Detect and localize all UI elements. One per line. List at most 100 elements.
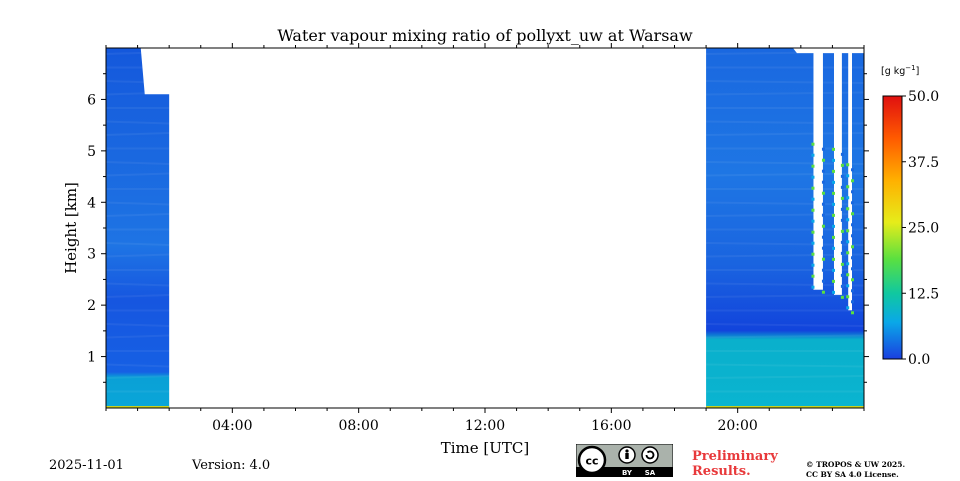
y-tick-label: 3 <box>87 247 96 263</box>
texture-line <box>706 363 865 368</box>
cloud-edge-speckle <box>840 174 844 178</box>
cloud-edge-speckle <box>831 169 835 173</box>
texture-line <box>105 282 170 287</box>
cloud-edge-speckle <box>846 306 850 310</box>
cloud-edge-speckle <box>811 252 815 256</box>
cloud-edge-speckle <box>831 202 835 206</box>
cloud-edge-speckle <box>811 285 815 289</box>
x-tick-label: 04:00 <box>212 418 252 434</box>
cloud-edge-speckle <box>840 251 844 255</box>
copyright-note: © TROPOS & UW 2025. CC BY SA 4.0 License… <box>806 460 905 480</box>
y-axis-label: Height [km] <box>62 182 80 274</box>
cloud-edge-speckle <box>831 290 835 294</box>
version-label: Version: <box>192 458 246 473</box>
cloud-edge-speckle <box>840 295 844 299</box>
cloud-edge-speckle <box>821 268 825 272</box>
cloud-edge-speckle <box>821 147 825 151</box>
texture-line <box>105 323 170 327</box>
y-tick-label: 6 <box>87 92 96 108</box>
cloud-edge-speckle <box>840 185 844 189</box>
axes-layer: 04:00 08:00 12:00 16:00 20:00 1 2 3 4 5 6 <box>87 43 869 434</box>
cloud-edge-speckle <box>850 212 854 216</box>
cloud-edge-speckle <box>811 153 815 157</box>
cloud-edge-speckle <box>840 196 844 200</box>
texture-line <box>105 334 170 339</box>
texture-line <box>105 51 170 55</box>
surface-layer-2 <box>706 406 864 408</box>
cloud-edge-speckle <box>840 273 844 277</box>
preliminary-line-1: Preliminary <box>692 449 778 464</box>
cloud-edge-speckle <box>811 208 815 212</box>
cloud-edge-speckle <box>850 179 854 183</box>
colorbar-tick-label: 25.0 <box>908 221 939 237</box>
texture-line <box>105 294 170 298</box>
cloud-edge-speckle <box>831 213 835 217</box>
cloud-edge-speckle <box>846 240 850 244</box>
preliminary-line-2: Results. <box>692 464 751 479</box>
cloud-edge-speckle <box>821 213 825 217</box>
colorbar-tick-label: 0.0 <box>908 352 930 368</box>
svg-text:BY: BY <box>622 469 633 477</box>
cloud-edge-speckle <box>850 278 854 282</box>
data-segment-2 <box>706 48 864 408</box>
cloud-edge-speckle <box>811 142 815 146</box>
cloud-edge-speckle <box>811 263 815 267</box>
cloud-gap-2 <box>833 48 842 295</box>
x-tick-label: 16:00 <box>591 418 631 434</box>
cloud-edge-speckle <box>850 256 854 260</box>
cloud-edge-speckle <box>811 186 815 190</box>
copyright-line-1: © TROPOS & UW 2025. <box>806 460 906 469</box>
cloud-edge-speckle <box>821 202 825 206</box>
texture-line <box>105 172 170 177</box>
copyright-line-2: CC BY SA 4.0 License. <box>806 470 899 479</box>
cloud-edge-speckle <box>850 267 854 271</box>
cloud-gap-3 <box>848 48 852 311</box>
texture-line <box>706 375 865 379</box>
cloud-edge-speckle <box>831 235 835 239</box>
texture-line <box>105 91 170 96</box>
x-axis-label: Time [UTC] <box>441 439 530 457</box>
cloud-edge-speckle <box>821 257 825 261</box>
cloud-edge-speckle <box>821 169 825 173</box>
cloud-edge-speckle <box>840 163 844 167</box>
cloud-edge-speckle <box>840 218 844 222</box>
cloud-edge-speckle <box>831 257 835 261</box>
cloud-edge-speckle <box>850 234 854 238</box>
cloud-edge-speckle <box>846 295 850 299</box>
x-tick-label: 20:00 <box>717 418 757 434</box>
plot-layer <box>105 48 865 408</box>
cloud-edge-speckle <box>811 230 815 234</box>
texture-line <box>105 375 170 379</box>
cloud-edge-speckle <box>840 262 844 266</box>
cloud-edge-speckle <box>846 196 850 200</box>
x-tick-label: 12:00 <box>465 418 505 434</box>
cloud-edge-speckle <box>850 201 854 205</box>
cc-icon <box>577 445 607 475</box>
cloud-edge-speckle <box>821 235 825 239</box>
svg-text:SA: SA <box>645 469 656 477</box>
texture-line <box>105 120 170 125</box>
cloud-edge-speckle <box>850 289 854 293</box>
cloud-edge-speckle <box>831 191 835 195</box>
cloud-edge-speckle <box>850 311 854 315</box>
footer-date: 2025-11-01 <box>49 458 124 473</box>
surface-layer-1 <box>106 406 170 408</box>
cloud-edge-speckle <box>821 180 825 184</box>
cloud-edge-speckle <box>846 185 850 189</box>
cloud-edge-speckle <box>840 152 844 156</box>
data-segment-1 <box>106 48 170 408</box>
cloud-edge-speckle <box>846 174 850 178</box>
cloud-edge-speckle <box>846 251 850 255</box>
footer-version: Version: 4.0 <box>192 458 270 473</box>
texture-line <box>105 201 170 206</box>
cloud-gap-1 <box>813 48 823 290</box>
cloud-edge-speckle <box>846 262 850 266</box>
texture-line <box>706 334 865 339</box>
colorbar-tick-label: 12.5 <box>908 286 939 302</box>
cloud-edge-speckle <box>846 284 850 288</box>
colorbar: 0.0 12.5 25.0 37.5 50.0 <box>882 89 939 368</box>
cloud-edge-speckle <box>831 158 835 162</box>
chart-title: Water vapour mixing ratio of pollyxt_uw … <box>277 26 693 45</box>
cloud-edge-speckle <box>850 245 854 249</box>
